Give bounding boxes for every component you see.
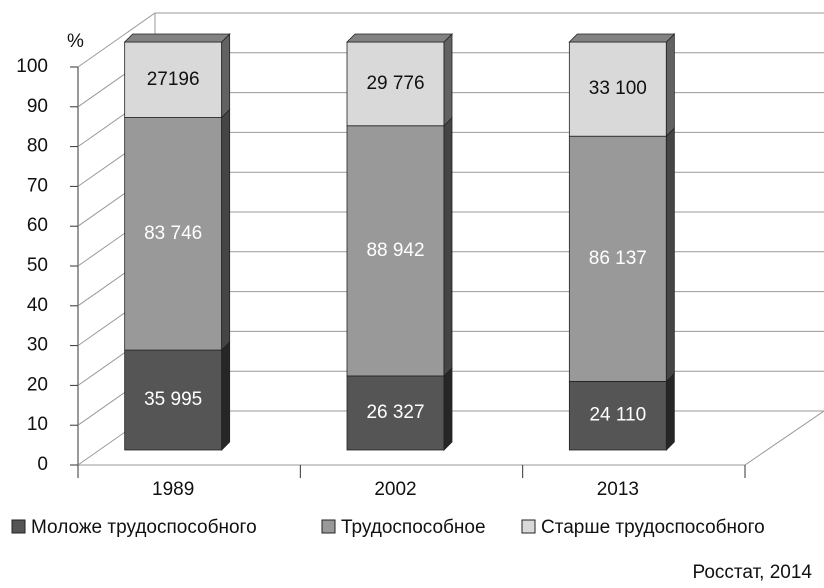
y-tick-label: 80 <box>27 136 48 157</box>
y-unit: % <box>67 31 84 52</box>
data-label: 35 995 <box>144 389 202 410</box>
bar-segment <box>568 41 667 137</box>
y-tick-label: 30 <box>27 335 48 356</box>
data-label: 29 776 <box>366 73 424 94</box>
data-label: 24 110 <box>589 405 646 426</box>
y-tick-label: 60 <box>27 215 48 236</box>
bar-top <box>123 33 231 43</box>
y-tick-label: 20 <box>27 374 48 395</box>
bar-side <box>443 33 453 127</box>
y-tick-label: 100 <box>16 56 48 77</box>
source: Росстат, 2014 <box>693 562 813 583</box>
legend-label: Старше трудоспособного <box>541 517 765 538</box>
bar-segment <box>568 135 667 382</box>
y-tick-label: 50 <box>27 255 48 276</box>
bar-side <box>443 116 453 377</box>
bar-segment <box>124 41 223 118</box>
grid-line <box>77 12 824 68</box>
legend-label: Трудоспособное <box>341 517 486 538</box>
bar-segment <box>568 380 667 451</box>
data-label: 27196 <box>147 69 200 90</box>
legend-label: Моложе трудоспособного <box>31 517 257 538</box>
legend-swatch <box>11 519 26 534</box>
data-label: 33 100 <box>589 78 647 99</box>
bar-side <box>665 33 675 138</box>
bar-side <box>221 341 231 451</box>
y-tick-label: 90 <box>27 96 48 117</box>
y-tick-label: 10 <box>27 414 48 435</box>
y-tick-label: 40 <box>27 295 48 316</box>
legend-swatch <box>521 519 536 534</box>
bar-segment <box>346 375 445 451</box>
bar-side <box>221 33 231 119</box>
bar-side <box>221 108 231 352</box>
bar-top <box>568 33 676 43</box>
data-label: 88 942 <box>366 240 424 261</box>
data-label: 26 327 <box>366 402 424 423</box>
x-tick-label: 2002 <box>374 479 416 500</box>
bar-side <box>665 372 675 451</box>
bar-segment <box>124 117 223 351</box>
data-label: 86 137 <box>589 248 647 269</box>
bar-segment <box>346 125 445 377</box>
y-tick-label: 0 <box>37 454 48 475</box>
data-label: 83 746 <box>144 223 202 244</box>
x-tick-label: 1989 <box>152 479 194 500</box>
y-tick-label: 70 <box>27 175 48 196</box>
legend-swatch <box>321 519 336 534</box>
x-tick-label: 2013 <box>597 479 639 500</box>
bar-top <box>346 33 453 43</box>
bar-side <box>665 127 675 383</box>
bar-side <box>443 366 453 451</box>
